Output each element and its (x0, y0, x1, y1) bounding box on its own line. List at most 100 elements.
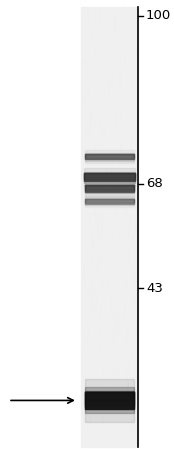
Bar (85, 198, 134, 201)
Bar (85, 154, 134, 158)
Bar (84, 168, 135, 186)
Bar (85, 154, 134, 159)
Bar (85, 185, 135, 192)
Bar (85, 392, 135, 409)
Bar (85, 391, 135, 405)
Bar (85, 391, 135, 401)
Bar (85, 198, 134, 202)
Bar (85, 391, 135, 404)
Bar (84, 173, 135, 178)
Bar (85, 391, 135, 401)
Bar (85, 391, 135, 406)
Bar (85, 154, 134, 158)
Bar (85, 198, 134, 202)
Bar (85, 392, 135, 408)
Bar (85, 198, 134, 203)
Bar (85, 391, 135, 404)
Bar (85, 185, 135, 190)
Bar (84, 173, 135, 181)
Bar (85, 198, 134, 203)
Bar (84, 173, 135, 178)
Bar (85, 392, 135, 407)
Bar (85, 154, 134, 157)
Bar (84, 173, 135, 180)
Bar (84, 173, 135, 179)
Bar (85, 391, 135, 400)
Bar (84, 173, 135, 179)
Bar (85, 185, 135, 190)
Bar (85, 185, 135, 190)
Bar (85, 154, 134, 158)
Bar (85, 198, 134, 201)
Bar (85, 154, 134, 157)
Bar (85, 391, 135, 400)
Bar (85, 198, 134, 202)
Bar (84, 173, 135, 179)
Bar (85, 198, 134, 201)
Bar (85, 391, 135, 407)
Bar (85, 185, 135, 188)
Bar (85, 154, 134, 158)
Bar (85, 154, 134, 159)
Bar (84, 173, 135, 180)
Bar (85, 153, 134, 156)
Bar (85, 185, 135, 190)
Bar (85, 185, 135, 189)
Text: 100: 100 (146, 10, 171, 22)
Bar (84, 172, 135, 183)
Bar (85, 392, 135, 409)
Bar (85, 153, 134, 157)
Bar (85, 154, 134, 158)
Bar (85, 185, 135, 188)
Bar (85, 195, 134, 207)
Bar (85, 154, 134, 159)
Bar (84, 173, 135, 178)
Bar (85, 154, 134, 158)
Bar (85, 198, 134, 203)
Bar (85, 198, 134, 203)
Bar (85, 379, 135, 422)
Bar (85, 154, 134, 159)
Bar (85, 198, 134, 202)
Bar (84, 173, 135, 177)
Bar (85, 197, 134, 205)
Bar (84, 173, 135, 181)
Bar (84, 173, 135, 180)
Bar (85, 185, 135, 191)
Bar (84, 173, 135, 178)
Bar (85, 185, 135, 189)
Bar (85, 185, 135, 191)
Bar (84, 173, 135, 177)
Bar (85, 391, 135, 405)
Bar (85, 185, 135, 191)
Text: 43: 43 (146, 282, 163, 295)
Bar (84, 173, 135, 180)
Bar (85, 185, 135, 188)
Bar (85, 183, 135, 193)
Bar (85, 153, 134, 161)
Bar (85, 185, 135, 192)
Bar (81, 7, 138, 447)
Bar (85, 198, 134, 203)
Bar (85, 185, 135, 189)
Bar (85, 185, 135, 192)
Bar (85, 154, 134, 159)
Bar (85, 185, 135, 191)
Bar (85, 198, 134, 202)
Bar (85, 198, 134, 202)
Bar (85, 154, 134, 159)
Bar (85, 185, 135, 190)
Bar (85, 198, 134, 202)
Bar (85, 154, 134, 158)
Bar (85, 391, 135, 402)
Bar (85, 185, 135, 191)
Bar (85, 198, 134, 203)
Bar (85, 153, 134, 157)
Bar (85, 198, 134, 201)
Bar (85, 154, 134, 158)
Bar (85, 198, 134, 202)
Bar (85, 185, 135, 189)
Bar (84, 173, 135, 177)
Bar (85, 391, 135, 403)
Bar (84, 173, 135, 178)
